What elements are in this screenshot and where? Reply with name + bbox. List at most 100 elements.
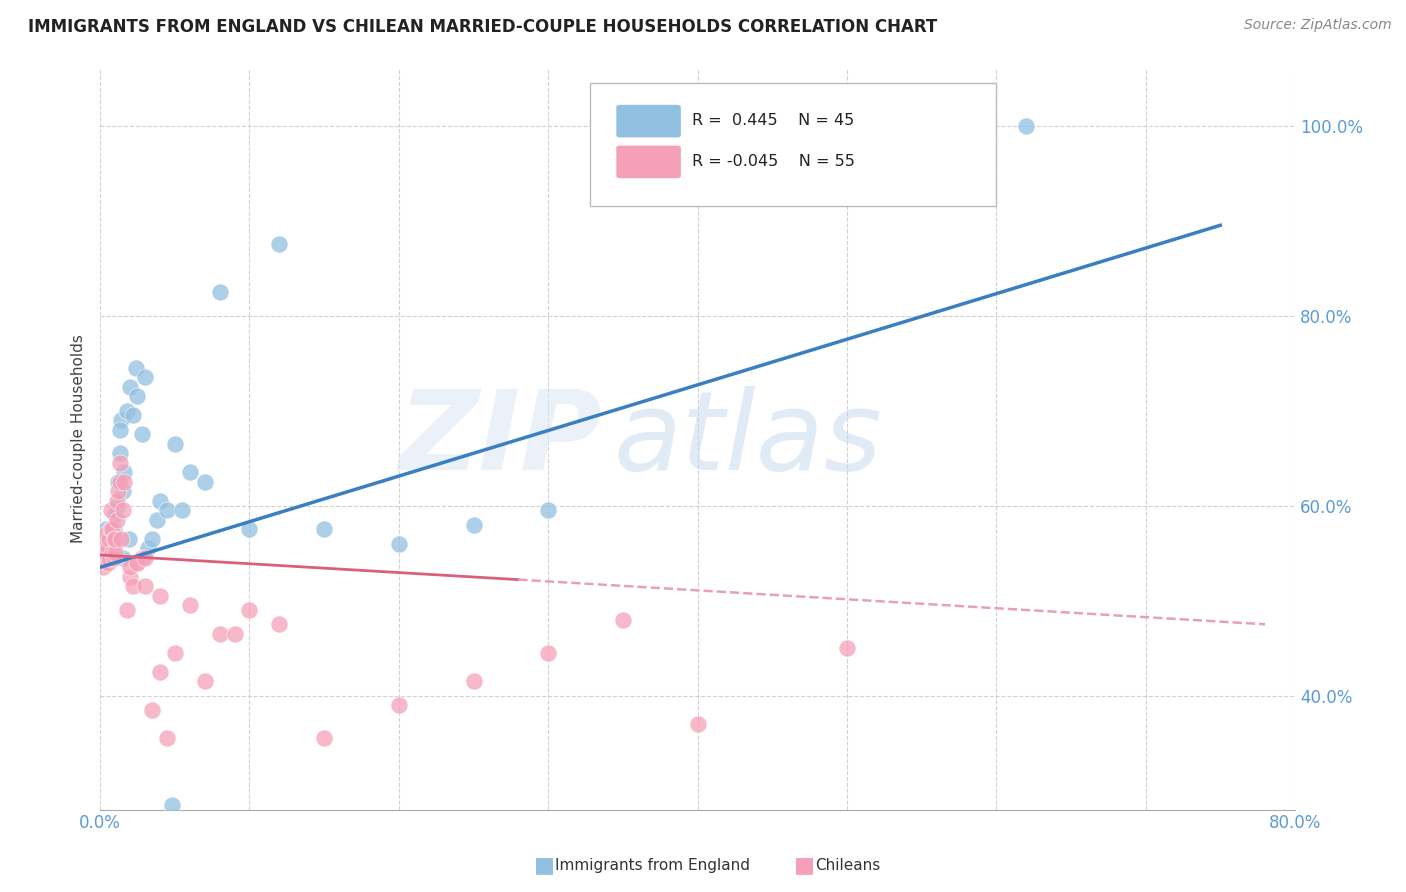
Text: IMMIGRANTS FROM ENGLAND VS CHILEAN MARRIED-COUPLE HOUSEHOLDS CORRELATION CHART: IMMIGRANTS FROM ENGLAND VS CHILEAN MARRI… bbox=[28, 18, 938, 36]
Point bbox=[107, 484, 129, 499]
Point bbox=[835, 640, 858, 655]
Point bbox=[314, 731, 336, 746]
Point bbox=[90, 536, 112, 550]
Point bbox=[93, 550, 115, 565]
Point bbox=[134, 370, 156, 384]
Point bbox=[131, 427, 153, 442]
Point bbox=[122, 579, 145, 593]
Point bbox=[101, 522, 124, 536]
Point bbox=[111, 503, 134, 517]
Point bbox=[172, 503, 194, 517]
Point bbox=[90, 541, 112, 556]
Point bbox=[238, 603, 260, 617]
Point bbox=[91, 560, 114, 574]
Point bbox=[91, 541, 114, 556]
Point bbox=[108, 423, 131, 437]
Point bbox=[107, 475, 129, 489]
Point bbox=[163, 437, 186, 451]
Point bbox=[134, 579, 156, 593]
Text: Source: ZipAtlas.com: Source: ZipAtlas.com bbox=[1244, 18, 1392, 32]
Point bbox=[136, 541, 159, 556]
Point bbox=[110, 532, 132, 546]
Point bbox=[238, 522, 260, 536]
Point bbox=[108, 456, 131, 470]
Point bbox=[146, 513, 169, 527]
Point bbox=[105, 513, 128, 527]
Point bbox=[93, 550, 115, 565]
Point bbox=[537, 646, 560, 660]
Text: R = -0.045    N = 55: R = -0.045 N = 55 bbox=[692, 153, 855, 169]
Point bbox=[98, 550, 121, 565]
Point bbox=[141, 532, 163, 546]
Point bbox=[104, 546, 127, 560]
Point bbox=[104, 532, 127, 546]
Point bbox=[224, 627, 246, 641]
Point bbox=[100, 522, 122, 536]
Point bbox=[111, 484, 134, 499]
Point bbox=[118, 560, 141, 574]
Point bbox=[134, 550, 156, 565]
Point bbox=[537, 503, 560, 517]
Point bbox=[108, 475, 131, 489]
Point bbox=[98, 532, 121, 546]
Point bbox=[117, 532, 139, 546]
Point bbox=[100, 503, 122, 517]
Point bbox=[115, 603, 138, 617]
Point bbox=[131, 550, 153, 565]
Point bbox=[141, 703, 163, 717]
Point bbox=[127, 556, 149, 570]
Point bbox=[112, 465, 135, 479]
Y-axis label: Married-couple Households: Married-couple Households bbox=[72, 334, 86, 543]
Point bbox=[463, 517, 485, 532]
Point bbox=[97, 556, 120, 570]
Point bbox=[103, 550, 125, 565]
Point bbox=[118, 570, 141, 584]
Text: atlas: atlas bbox=[614, 385, 883, 492]
Point bbox=[94, 546, 117, 560]
Point bbox=[388, 536, 411, 550]
Point bbox=[127, 556, 149, 570]
Point bbox=[101, 536, 124, 550]
Point bbox=[115, 403, 138, 417]
Point bbox=[91, 532, 114, 546]
Point bbox=[112, 475, 135, 489]
Point bbox=[94, 522, 117, 536]
Point bbox=[97, 536, 120, 550]
Point bbox=[98, 550, 121, 565]
Point bbox=[179, 465, 201, 479]
Text: R =  0.445    N = 45: R = 0.445 N = 45 bbox=[692, 113, 853, 128]
Point bbox=[101, 546, 124, 560]
Point bbox=[156, 503, 179, 517]
Point bbox=[94, 527, 117, 541]
Point bbox=[122, 409, 145, 423]
Point bbox=[208, 627, 231, 641]
Point bbox=[388, 698, 411, 712]
Point bbox=[149, 493, 172, 508]
Point bbox=[103, 532, 125, 546]
Point bbox=[269, 617, 291, 632]
Point bbox=[149, 589, 172, 603]
Point bbox=[163, 646, 186, 660]
Point bbox=[105, 493, 128, 508]
Point bbox=[179, 599, 201, 613]
Text: ■: ■ bbox=[534, 855, 555, 875]
Point bbox=[103, 522, 125, 536]
Text: ZIP: ZIP bbox=[398, 385, 602, 492]
Point bbox=[160, 797, 183, 812]
Point bbox=[194, 674, 217, 689]
Point bbox=[93, 532, 115, 546]
Point bbox=[104, 508, 127, 522]
Point bbox=[194, 475, 217, 489]
Text: Chileans: Chileans bbox=[815, 858, 880, 872]
Point bbox=[156, 731, 179, 746]
Point bbox=[463, 674, 485, 689]
Point bbox=[97, 541, 120, 556]
FancyBboxPatch shape bbox=[616, 105, 681, 137]
Point bbox=[104, 546, 127, 560]
Point bbox=[1015, 119, 1038, 133]
Point bbox=[314, 522, 336, 536]
Point bbox=[105, 499, 128, 513]
Point bbox=[110, 413, 132, 427]
Text: Immigrants from England: Immigrants from England bbox=[555, 858, 751, 872]
Point bbox=[149, 665, 172, 679]
